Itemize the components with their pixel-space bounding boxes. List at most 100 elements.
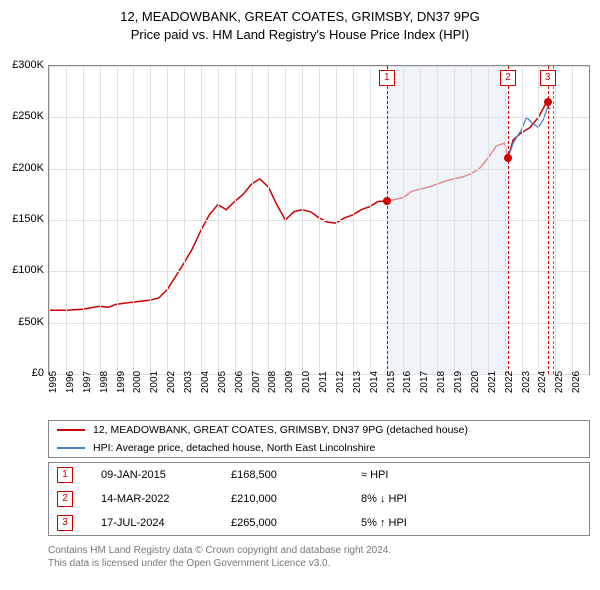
price-chart: 12, MEADOWBANK, GREAT COATES, GRIMSBY, D… xyxy=(0,0,600,590)
price-dot xyxy=(383,197,391,205)
chart-title: 12, MEADOWBANK, GREAT COATES, GRIMSBY, D… xyxy=(0,0,600,43)
y-axis: £0£50K£100K£150K£200K£250K£300K xyxy=(0,65,44,373)
x-tick-label: 2008 xyxy=(267,371,278,393)
gridline-v xyxy=(403,66,404,374)
gridline-v xyxy=(184,66,185,374)
gridline-v xyxy=(505,66,506,374)
title-line-2: Price paid vs. HM Land Registry's House … xyxy=(0,26,600,44)
gridline-v xyxy=(235,66,236,374)
x-tick-label: 2000 xyxy=(132,371,143,393)
x-tick-label: 2009 xyxy=(284,371,295,393)
gridline-v xyxy=(572,66,573,374)
x-tick-label: 2021 xyxy=(487,371,498,393)
x-tick-label: 2016 xyxy=(402,371,413,393)
legend-label: 12, MEADOWBANK, GREAT COATES, GRIMSBY, D… xyxy=(93,424,468,436)
gridline-v xyxy=(454,66,455,374)
gridline-v xyxy=(420,66,421,374)
gridline-v xyxy=(555,66,556,374)
x-tick-label: 2012 xyxy=(335,371,346,393)
x-tick-label: 2024 xyxy=(537,371,548,393)
event-number: 1 xyxy=(57,467,73,483)
x-tick-label: 2017 xyxy=(419,371,430,393)
price-dot xyxy=(504,154,512,162)
gridline-v xyxy=(66,66,67,374)
legend-item: HPI: Average price, detached house, Nort… xyxy=(49,439,589,457)
gridline-v xyxy=(488,66,489,374)
gridline-v xyxy=(201,66,202,374)
y-tick-label: £50K xyxy=(18,316,44,328)
legend: 12, MEADOWBANK, GREAT COATES, GRIMSBY, D… xyxy=(48,420,590,458)
events-table: 1 09-JAN-2015£168,500≈ HPI 2 14-MAR-2022£21… xyxy=(48,462,590,536)
today-line xyxy=(553,66,554,374)
x-tick-label: 2006 xyxy=(234,371,245,393)
series-line xyxy=(508,107,550,158)
legend-label: HPI: Average price, detached house, Nort… xyxy=(93,442,375,454)
event-number: 2 xyxy=(57,491,73,507)
event-compare: 5% ↑ HPI xyxy=(361,517,581,529)
event-marker: 2 xyxy=(500,70,516,86)
event-date: 14-MAR-2022 xyxy=(101,493,231,505)
event-marker: 1 xyxy=(379,70,395,86)
gridline-v xyxy=(336,66,337,374)
x-tick-label: 2015 xyxy=(386,371,397,393)
gridline-v xyxy=(538,66,539,374)
gridline-v xyxy=(370,66,371,374)
x-tick-label: 2001 xyxy=(149,371,160,393)
event-row: 214-MAR-2022£210,0008% ↓ HPI xyxy=(49,487,589,511)
legend-swatch xyxy=(57,429,85,431)
x-tick-label: 2011 xyxy=(318,371,329,393)
gridline-v xyxy=(218,66,219,374)
event-row: 317-JUL-2024£265,0005% ↑ HPI xyxy=(49,511,589,535)
y-tick-label: £0 xyxy=(32,367,44,379)
x-tick-label: 2002 xyxy=(166,371,177,393)
x-tick-label: 2014 xyxy=(369,371,380,393)
event-price: £210,000 xyxy=(231,493,361,505)
gridline-v xyxy=(100,66,101,374)
event-date: 17-JUL-2024 xyxy=(101,517,231,529)
gridline-v xyxy=(353,66,354,374)
legend-swatch xyxy=(57,447,85,449)
gridline-v xyxy=(117,66,118,374)
x-tick-label: 2010 xyxy=(301,371,312,393)
gridline-v xyxy=(150,66,151,374)
gridline-v xyxy=(522,66,523,374)
event-price: £168,500 xyxy=(231,469,361,481)
x-tick-label: 2023 xyxy=(521,371,532,393)
event-line xyxy=(548,66,549,374)
gridline-v xyxy=(252,66,253,374)
gridline-v xyxy=(133,66,134,374)
x-axis: 1995199619971998199920002001200220032004… xyxy=(48,378,588,418)
event-row: 1 09-JAN-2015£168,500≈ HPI xyxy=(49,463,589,487)
legend-item: 12, MEADOWBANK, GREAT COATES, GRIMSBY, D… xyxy=(49,421,589,439)
plot-area: 1 2 3 xyxy=(48,65,590,375)
gridline-v xyxy=(319,66,320,374)
title-line-1: 12, MEADOWBANK, GREAT COATES, GRIMSBY, D… xyxy=(0,8,600,26)
gridline-v xyxy=(285,66,286,374)
footer-line-2: This data is licensed under the Open Gov… xyxy=(48,557,391,570)
x-tick-label: 1997 xyxy=(82,371,93,393)
x-tick-label: 1996 xyxy=(65,371,76,393)
gridline-v xyxy=(437,66,438,374)
y-tick-label: £300K xyxy=(12,59,44,71)
x-tick-label: 1998 xyxy=(99,371,110,393)
x-tick-label: 2019 xyxy=(453,371,464,393)
event-date: 09-JAN-2015 xyxy=(101,469,231,481)
x-tick-label: 2003 xyxy=(183,371,194,393)
price-dot xyxy=(544,98,552,106)
x-tick-label: 2020 xyxy=(470,371,481,393)
event-price: £265,000 xyxy=(231,517,361,529)
x-tick-label: 2022 xyxy=(504,371,515,393)
gridline-v xyxy=(49,66,50,374)
x-tick-label: 2025 xyxy=(554,371,565,393)
x-tick-label: 2026 xyxy=(571,371,582,393)
x-tick-label: 1999 xyxy=(116,371,127,393)
event-marker: 3 xyxy=(540,70,556,86)
event-line xyxy=(387,66,388,374)
y-tick-label: £200K xyxy=(12,162,44,174)
y-tick-label: £250K xyxy=(12,110,44,122)
gridline-v xyxy=(268,66,269,374)
gridline-v xyxy=(83,66,84,374)
event-compare: ≈ HPI xyxy=(361,469,581,481)
x-tick-label: 2004 xyxy=(200,371,211,393)
gridline-v xyxy=(302,66,303,374)
